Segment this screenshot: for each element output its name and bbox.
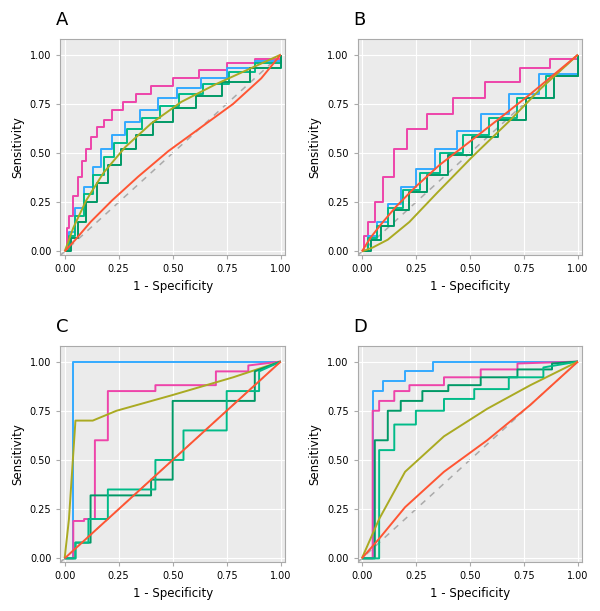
- X-axis label: 1 - Specificity: 1 - Specificity: [133, 587, 213, 600]
- Y-axis label: Sensitivity: Sensitivity: [11, 423, 24, 485]
- Text: D: D: [353, 318, 367, 335]
- Text: C: C: [56, 318, 68, 335]
- Text: A: A: [56, 11, 68, 29]
- Y-axis label: Sensitivity: Sensitivity: [308, 116, 322, 178]
- X-axis label: 1 - Specificity: 1 - Specificity: [133, 280, 213, 293]
- Y-axis label: Sensitivity: Sensitivity: [308, 423, 322, 485]
- Y-axis label: Sensitivity: Sensitivity: [11, 116, 24, 178]
- X-axis label: 1 - Specificity: 1 - Specificity: [430, 587, 510, 600]
- X-axis label: 1 - Specificity: 1 - Specificity: [430, 280, 510, 293]
- Text: B: B: [353, 11, 365, 29]
